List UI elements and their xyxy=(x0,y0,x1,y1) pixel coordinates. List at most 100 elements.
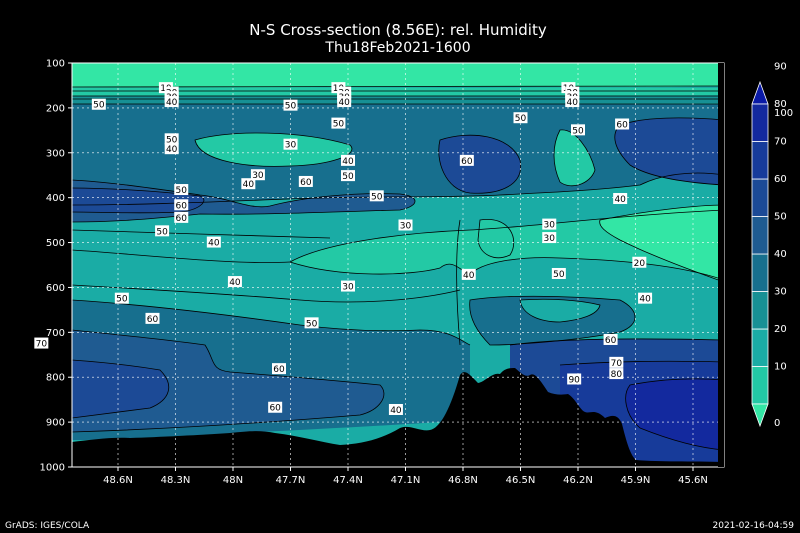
contour-line xyxy=(553,129,596,187)
colorbar-segment xyxy=(751,328,769,367)
contour-label: 30 xyxy=(283,138,298,151)
contour-label-text: 50 xyxy=(572,126,584,136)
contour-label-bg xyxy=(114,292,129,304)
colorbar-label: 20 xyxy=(774,324,787,335)
contour-label: 60 xyxy=(174,211,189,224)
contour-label-text: 50 xyxy=(93,101,105,111)
contour-label: 50 xyxy=(114,292,129,305)
contour-label-text: 50 xyxy=(176,186,188,196)
contour-line xyxy=(72,359,170,419)
contour-label-text: 90 xyxy=(568,375,580,385)
contour-label: 70 xyxy=(34,337,49,350)
contour-label: 30 xyxy=(250,169,265,181)
contour-line xyxy=(519,298,601,323)
contour-label-bg xyxy=(206,236,221,248)
humidity-dry-patch-upper xyxy=(195,133,352,167)
y-tick-label: 500 xyxy=(46,238,65,249)
contour-label: 50 xyxy=(513,112,528,124)
contour-label: 60 xyxy=(615,118,630,130)
contour-label-bg xyxy=(34,337,49,349)
contour-label: 40 xyxy=(164,143,179,155)
colorbar-label: 90 xyxy=(774,62,787,73)
humidity-band-lowest xyxy=(72,63,724,88)
contour-label-text: 40 xyxy=(342,157,354,167)
contour-label: 50 xyxy=(369,190,384,202)
x-tick-label: 46.5N xyxy=(506,475,536,486)
contour-label-bg xyxy=(632,256,647,268)
contour-label-bg xyxy=(155,225,170,237)
contour-label-text: 50 xyxy=(515,114,527,124)
contour-label-bg xyxy=(164,96,179,108)
contour-label-bg xyxy=(241,178,256,190)
contour-label-text: 40 xyxy=(567,98,579,108)
contour-label-text: 20 xyxy=(634,259,646,269)
contour-label-text: 30 xyxy=(544,234,556,244)
contour-label-text: 50 xyxy=(553,270,565,280)
contour-label-text: 30 xyxy=(342,283,354,293)
y-tick-label: 600 xyxy=(46,283,65,294)
contour-label-text: 30 xyxy=(252,171,264,181)
contour-label-bg xyxy=(615,118,630,130)
contour-label-bg xyxy=(571,124,585,136)
contour-label-bg xyxy=(337,96,352,108)
contour-label: 50 xyxy=(164,133,179,145)
contour-label: 40 xyxy=(341,154,355,167)
humidity-moist-patch-east xyxy=(614,117,724,185)
contour-label-text: 50 xyxy=(166,135,178,145)
contour-label-text: 30 xyxy=(400,221,412,231)
contour-label: 30 xyxy=(542,218,557,231)
contour-label-bg xyxy=(341,170,355,182)
y-tick-label: 400 xyxy=(46,193,65,204)
colorbar-label: 50 xyxy=(774,212,787,223)
contour-label-text: 60 xyxy=(176,214,188,224)
colorbar-label: 0 xyxy=(774,418,780,429)
contour-label-text: 40 xyxy=(338,98,350,108)
contour-label-bg xyxy=(388,403,403,415)
contour-label-text: 50 xyxy=(342,172,354,182)
chart-title: N-S Cross-section (8.56E): rel. Humidity xyxy=(249,21,547,39)
colorbar-segment xyxy=(751,366,769,405)
contour-label: 30 xyxy=(398,219,413,231)
x-tick-label: 48.3N xyxy=(161,475,191,486)
contour-label-text: 60 xyxy=(300,178,312,188)
contour-label-text: 60 xyxy=(269,404,281,414)
contour-line xyxy=(599,204,724,283)
contour-label-bg xyxy=(565,96,580,108)
contour-label-text: 30 xyxy=(285,141,297,151)
contour-label: 50 xyxy=(331,117,346,130)
contour-label: 40 xyxy=(613,193,628,205)
contour-line xyxy=(614,117,724,186)
contour-label-bg xyxy=(461,268,476,280)
colorbar-label: 60 xyxy=(774,174,787,185)
contour-label-bg xyxy=(542,218,557,230)
contour-label-text: 70 xyxy=(611,359,623,369)
humidity-surface-moist-band xyxy=(72,360,169,418)
chart-subtitle: Thu18Feb2021-1600 xyxy=(324,40,470,56)
y-tick-label: 1000 xyxy=(40,463,65,474)
humidity-moist-patch-center xyxy=(438,135,521,194)
contour-label-text: 40 xyxy=(208,239,220,249)
y-tick-label: 200 xyxy=(46,103,65,114)
contour-label: 50 xyxy=(155,225,170,237)
y-tick-label: 100 xyxy=(46,59,65,70)
colorbar-segment xyxy=(751,103,769,142)
contour-label-bg xyxy=(609,368,624,380)
footer-timestamp: 2021-02-16-04:59 xyxy=(713,521,795,531)
contour-label-bg xyxy=(609,356,624,368)
x-axis-ticks: 48.6N 48.3N 48N 47.7N 47.4N 47.1N 46.8N 46.5N 46… xyxy=(103,467,708,486)
contour-label-bg xyxy=(542,232,557,244)
contour-label: 40 xyxy=(388,403,403,416)
colorbar-label: 80 xyxy=(774,99,787,110)
plot-area xyxy=(72,63,724,467)
contour-line xyxy=(72,329,385,433)
colorbar-label: 100 xyxy=(774,108,793,119)
contour-label: 50 xyxy=(571,124,585,136)
x-tick-label: 45.6N xyxy=(678,475,708,486)
humidity-dry-patch-east-upper xyxy=(554,129,595,186)
humidity-moist-patch-north xyxy=(72,188,204,213)
contour-line xyxy=(72,229,331,239)
x-tick-label: 46.2N xyxy=(563,475,593,486)
contour-label: 40 xyxy=(206,236,221,249)
y-tick-label: 800 xyxy=(46,373,65,384)
contour-label: 20 xyxy=(632,256,647,269)
